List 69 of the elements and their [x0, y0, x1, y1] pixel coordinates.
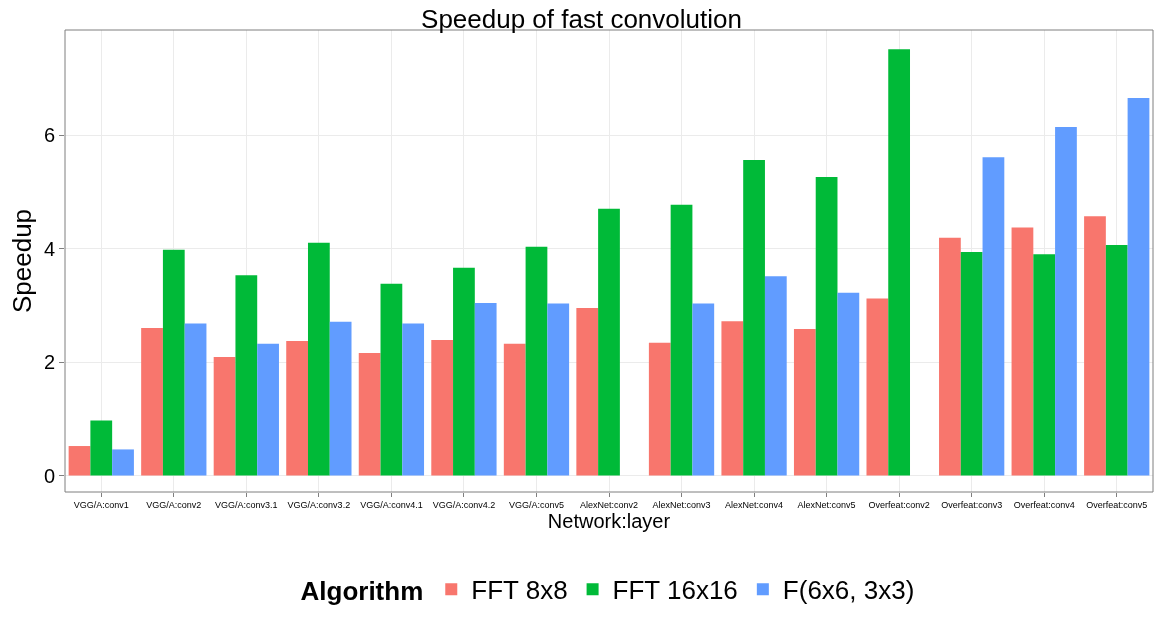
bar [939, 237, 961, 476]
bar [837, 292, 860, 476]
bar [503, 343, 526, 476]
x-axis-title: Network:layer [547, 509, 671, 532]
bar [162, 249, 185, 476]
bar [112, 449, 134, 476]
bar [307, 242, 330, 476]
bar [598, 208, 620, 476]
bar [525, 246, 548, 476]
x-tick-label: VGG/A:conv2 [146, 499, 202, 510]
bar [402, 323, 425, 476]
bar [1127, 98, 1150, 476]
x-tick-label: VGG/A:conv3.2 [287, 499, 351, 510]
bar [431, 339, 454, 476]
legend-title: Algorithm [300, 575, 424, 606]
x-tick-label: AlexNet:conv4 [725, 499, 784, 510]
bar [670, 204, 693, 476]
bar [648, 342, 671, 476]
x-tick-label: Overfeat:conv3 [941, 499, 1003, 510]
y-tick-label: 0 [43, 464, 55, 487]
x-tick-label: AlexNet:conv2 [579, 499, 639, 510]
bar [1011, 227, 1034, 476]
x-tick-label: Overfeat:conv5 [1086, 499, 1148, 510]
bar [960, 251, 983, 476]
bar [235, 275, 258, 476]
x-tick-label: VGG/A:conv4.1 [360, 499, 423, 510]
x-tick-label: AlexNet:conv5 [797, 499, 856, 510]
bar [888, 49, 911, 476]
bar [793, 329, 816, 476]
x-tick-label: VGG/A:conv5 [508, 499, 564, 510]
x-tick-label: VGG/A:conv1 [73, 499, 129, 510]
bar [1033, 254, 1056, 476]
bar [1084, 216, 1106, 476]
bar [213, 356, 236, 476]
bar [184, 323, 207, 476]
bar [453, 267, 475, 476]
bar [141, 327, 163, 476]
x-tick-label: Overfeat:conv2 [868, 499, 930, 510]
bar [815, 177, 838, 476]
y-tick-label: 4 [43, 237, 55, 260]
bar [743, 159, 765, 476]
bar [721, 321, 744, 476]
bar [1055, 127, 1077, 476]
bar [257, 343, 279, 476]
bar [90, 420, 113, 476]
bar [286, 341, 308, 476]
bar [380, 283, 403, 476]
legend-label: F(6x6, 3x3) [782, 575, 915, 606]
x-tick-label: VGG/A:conv4.2 [432, 499, 496, 510]
bar [866, 298, 889, 476]
bar [68, 446, 91, 476]
legend-label: FFT 8x8 [471, 575, 568, 606]
bar [547, 303, 570, 476]
legend-label: FFT 16x16 [612, 575, 738, 606]
y-tick-label: 6 [43, 124, 55, 146]
x-tick-label: Overfeat:conv4 [1013, 499, 1075, 510]
bar [1105, 245, 1128, 476]
bar [764, 276, 787, 476]
x-tick-label: VGG/A:conv3.1 [215, 499, 278, 510]
bar [692, 303, 715, 476]
chart-title: Speedup of fast convolution [421, 3, 742, 34]
bar [474, 303, 497, 476]
bar [576, 308, 599, 476]
bar [982, 157, 1005, 476]
bar [329, 321, 352, 476]
x-tick-label: AlexNet:conv3 [652, 499, 711, 510]
bar [358, 352, 381, 476]
y-axis-title: Speedup [7, 208, 38, 314]
y-tick-label: 2 [43, 351, 55, 374]
